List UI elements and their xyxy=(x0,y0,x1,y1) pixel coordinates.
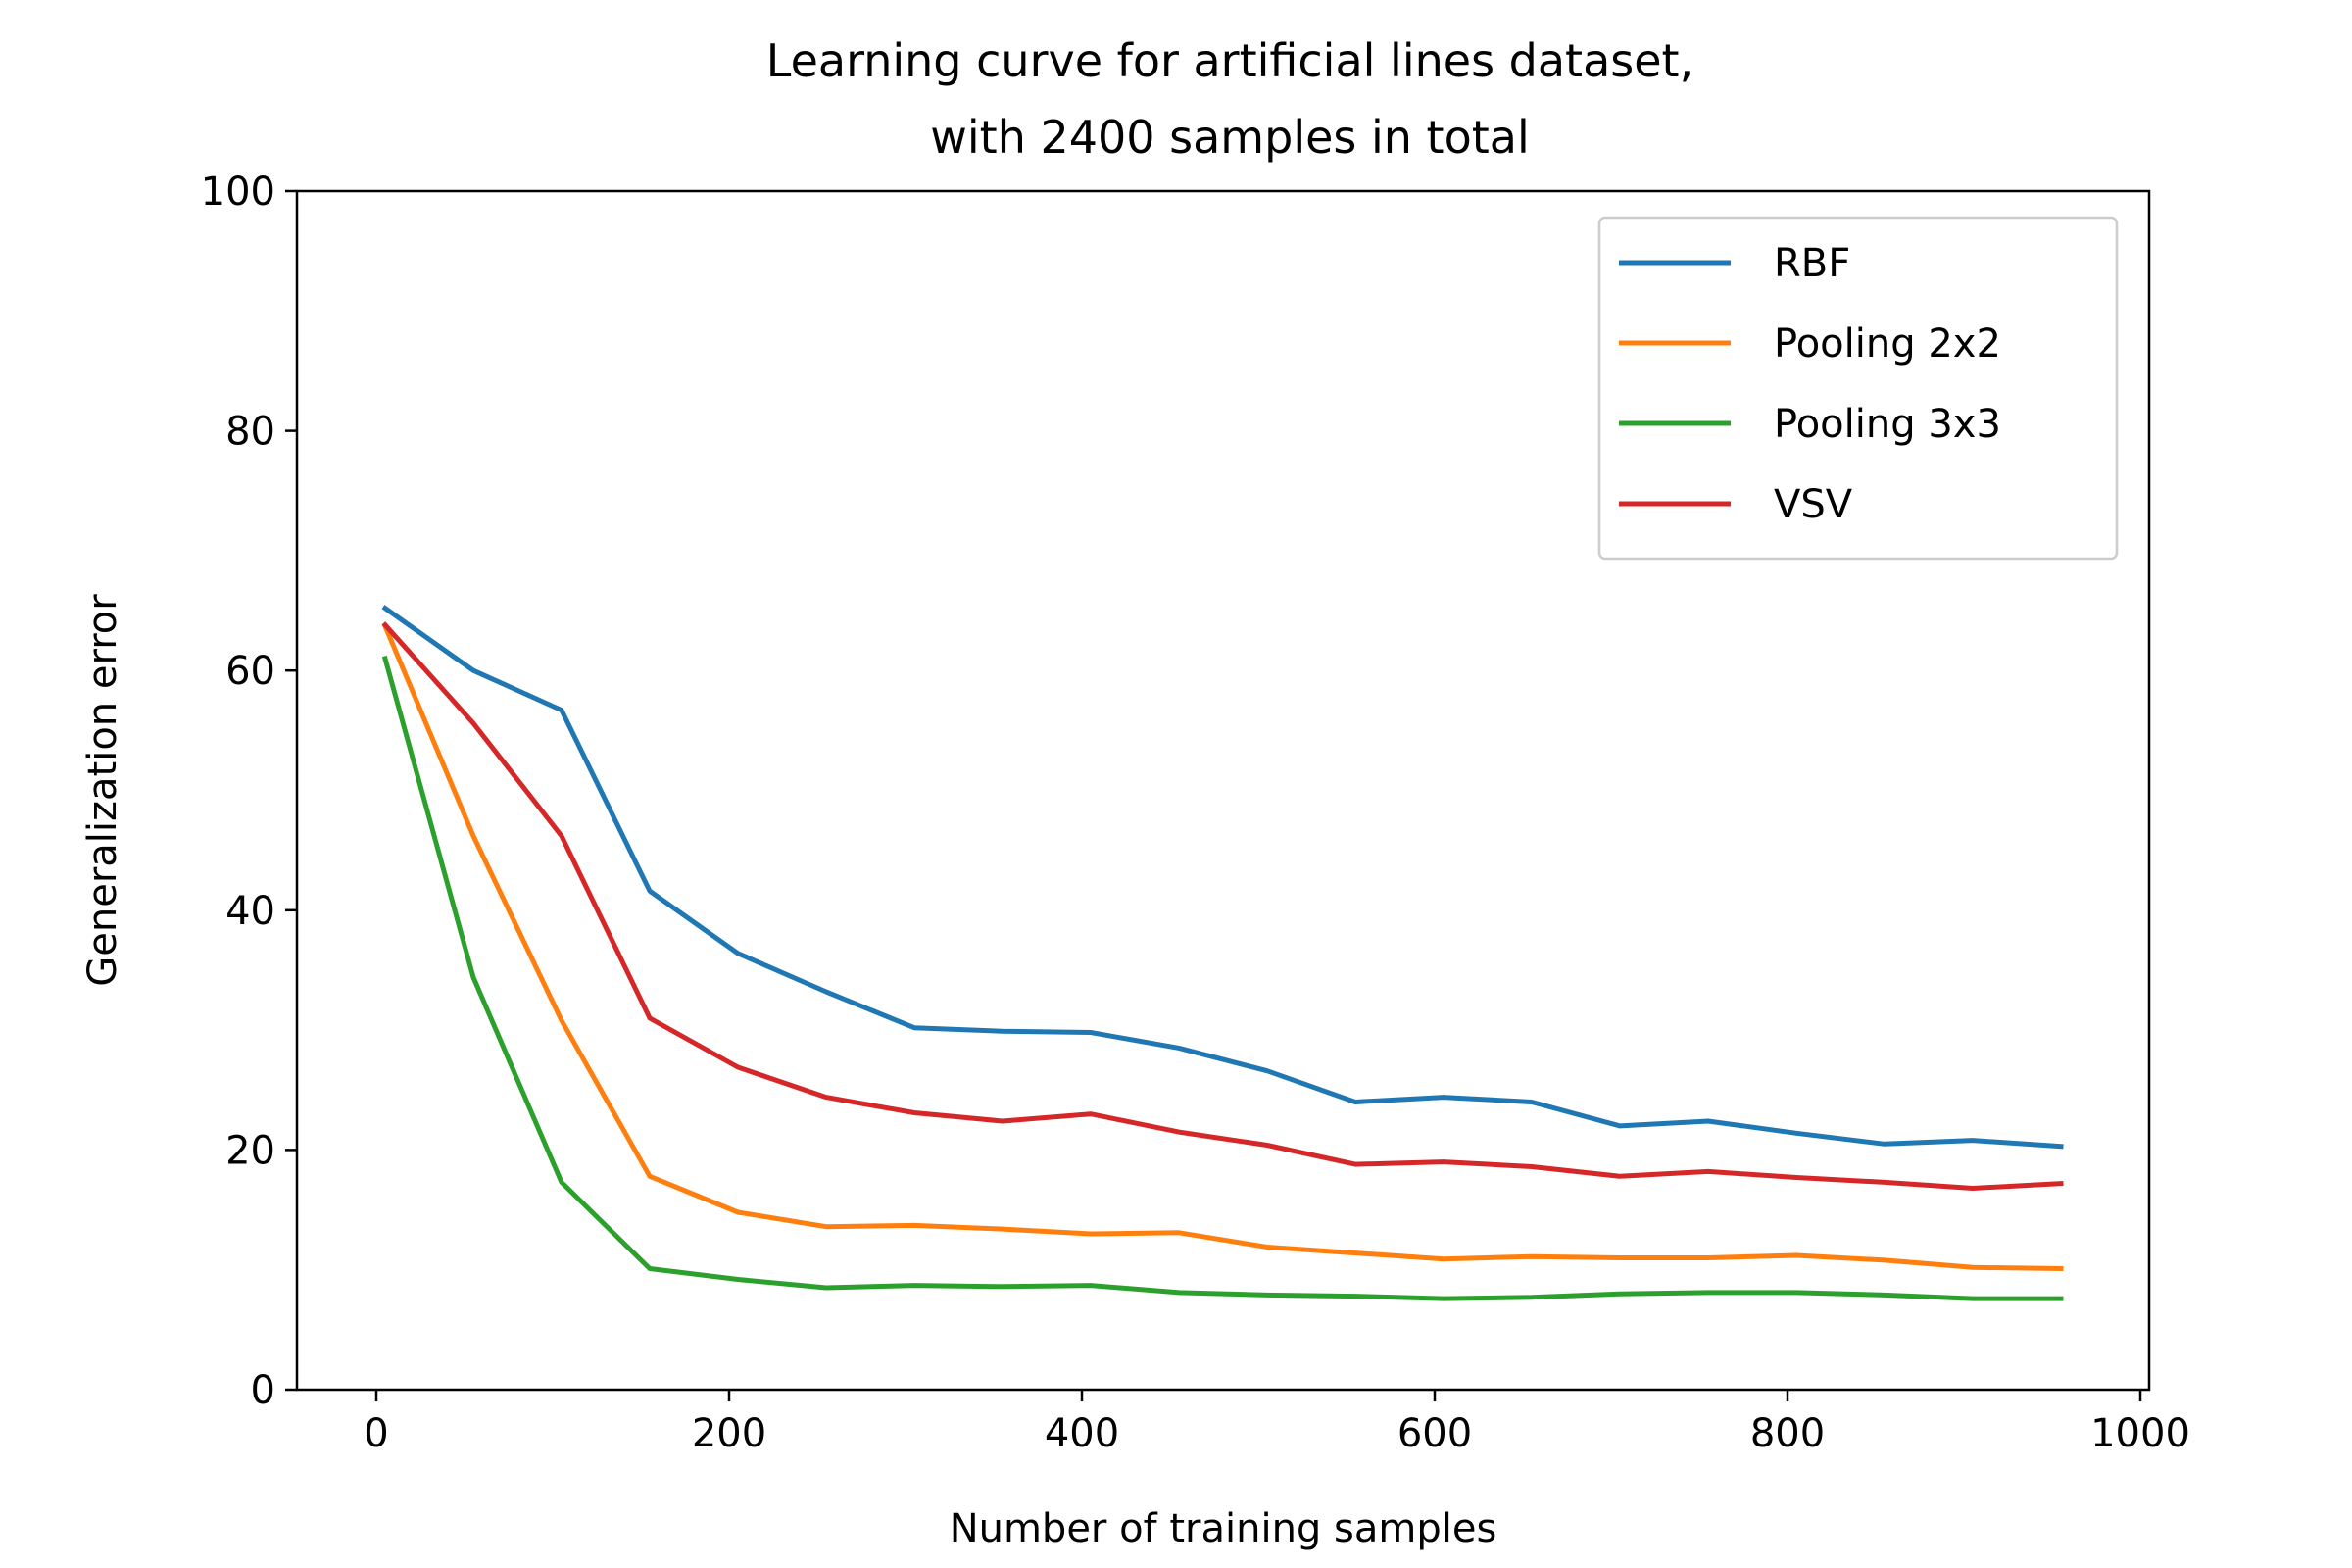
x-tick-label: 1000 xyxy=(2090,1411,2190,1456)
legend: RBF Pooling 2x2 Pooling 3x3 VSV xyxy=(1597,216,2119,561)
x-tick-label: 200 xyxy=(692,1411,766,1456)
series-line-vsv xyxy=(381,621,2064,1191)
x-tick-label: 600 xyxy=(1397,1411,1472,1456)
chart-title-line-2: with 2400 samples in total xyxy=(930,111,1529,164)
legend-box xyxy=(1597,216,2119,561)
y-tick-label: 100 xyxy=(201,170,275,215)
series-line-pooling-3x3 xyxy=(381,655,2064,1301)
x-tick-label: 0 xyxy=(364,1411,388,1456)
y-axis-label: Generalization error xyxy=(80,594,125,987)
plot-area-frame xyxy=(295,189,2151,1392)
x-tick-label: 800 xyxy=(1750,1411,1825,1456)
y-tick-label: 80 xyxy=(225,410,275,455)
legend-label: Pooling 2x2 xyxy=(1774,321,2001,367)
y-tick-label: 40 xyxy=(225,889,275,934)
y-axis-ticks: 0 20 40 60 80 100 xyxy=(201,170,297,1413)
x-tick-label: 400 xyxy=(1045,1411,1119,1456)
series-lines xyxy=(381,605,2064,1301)
chart-title: Learning curve for artificial lines data… xyxy=(766,34,1693,164)
chart-title-line-1: Learning curve for artificial lines data… xyxy=(766,34,1693,87)
series-line-pooling-2x2 xyxy=(381,622,2064,1272)
legend-label: Pooling 3x3 xyxy=(1774,402,2001,447)
x-axis-label: Number of training samples xyxy=(950,1506,1497,1551)
legend-label: VSV xyxy=(1774,482,1853,527)
legend-label: RBF xyxy=(1774,241,1850,286)
y-tick-label: 0 xyxy=(251,1368,275,1413)
x-axis-ticks: 0 200 400 600 800 1000 xyxy=(364,1390,2190,1456)
y-tick-label: 20 xyxy=(225,1128,275,1173)
y-tick-label: 60 xyxy=(225,649,275,694)
series-line-rbf xyxy=(381,605,2064,1150)
